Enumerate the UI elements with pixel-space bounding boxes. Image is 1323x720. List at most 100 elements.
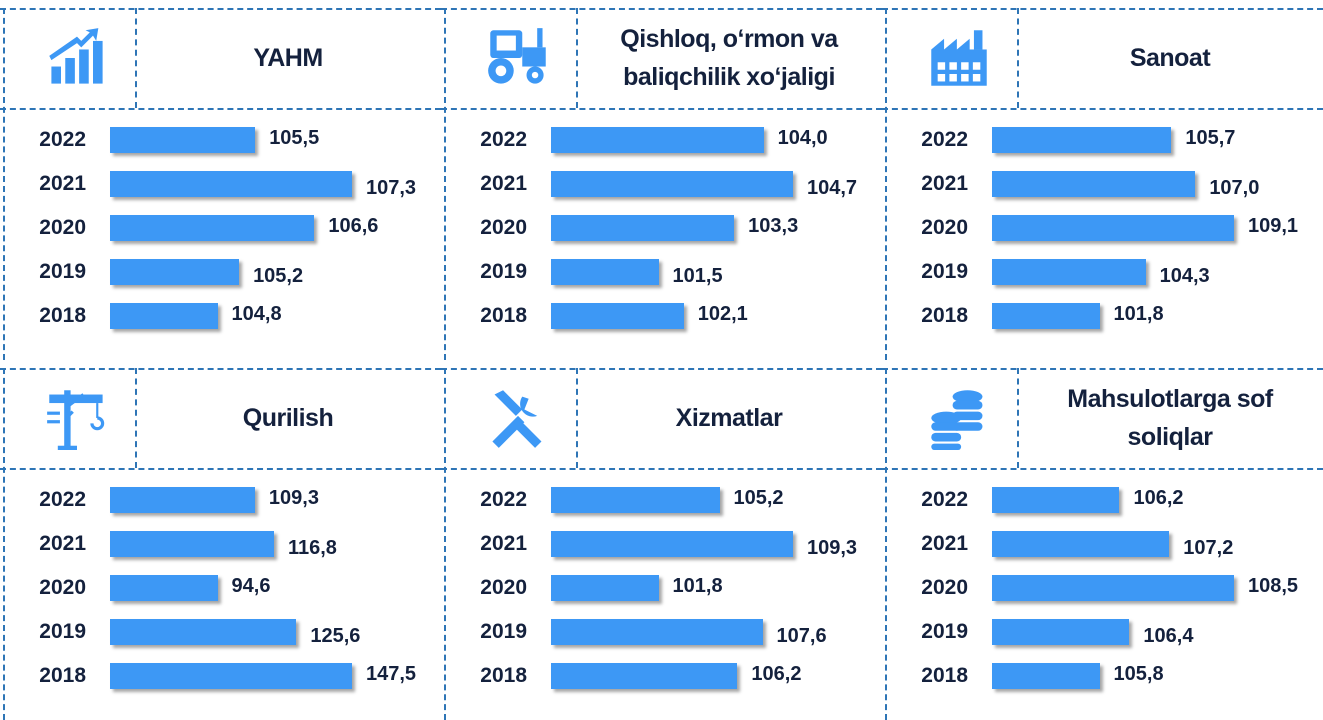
bar bbox=[551, 215, 735, 241]
value-label: 105,7 bbox=[1185, 127, 1236, 149]
bar bbox=[992, 127, 1172, 153]
year-label: 2022 bbox=[39, 128, 86, 151]
divider bbox=[441, 468, 882, 470]
bar bbox=[110, 531, 274, 557]
value-label: 107,3 bbox=[366, 177, 417, 199]
value-label: 105,5 bbox=[269, 127, 320, 149]
divider bbox=[885, 8, 887, 360]
bar bbox=[110, 127, 256, 153]
bar bbox=[551, 663, 738, 689]
year-label: 2022 bbox=[39, 488, 86, 511]
bar bbox=[551, 171, 793, 197]
value-label: 106,4 bbox=[1143, 625, 1194, 647]
value-label: 108,5 bbox=[1248, 575, 1299, 597]
divider bbox=[441, 108, 882, 110]
bar bbox=[992, 531, 1170, 557]
value-label: 116,8 bbox=[287, 537, 337, 559]
year-label: 2021 bbox=[921, 532, 968, 555]
year-label: 2021 bbox=[39, 172, 86, 195]
year-label: 2019 bbox=[480, 260, 527, 283]
bar bbox=[110, 575, 218, 601]
panel-title: Qishloq, o‘rmon va baliqchilik xo‘jaligi bbox=[620, 25, 838, 91]
bar bbox=[110, 487, 255, 513]
value-label: 106,2 bbox=[1133, 487, 1184, 509]
value-label: 109,1 bbox=[1248, 215, 1299, 237]
value-label: 109,3 bbox=[807, 537, 858, 559]
bar bbox=[551, 487, 720, 513]
panel-title: Xizmatlar bbox=[675, 404, 783, 432]
year-label: 2019 bbox=[39, 620, 86, 643]
icon bbox=[486, 386, 550, 450]
value-label: 107,0 bbox=[1209, 177, 1260, 199]
value-label: 105,2 bbox=[253, 265, 304, 287]
value-label: 106,2 bbox=[751, 663, 802, 685]
bar bbox=[110, 259, 240, 285]
value-label: 104,8 bbox=[231, 303, 282, 325]
value-label: 107,2 bbox=[1183, 537, 1234, 559]
year-label: 2022 bbox=[480, 128, 527, 151]
bar bbox=[992, 619, 1130, 645]
year-label: 2021 bbox=[480, 532, 527, 555]
bar bbox=[992, 171, 1196, 197]
bar bbox=[551, 127, 764, 153]
divider bbox=[1017, 8, 1019, 108]
divider bbox=[882, 8, 1323, 10]
divider bbox=[0, 468, 441, 470]
value-label: 94,6 bbox=[231, 575, 271, 597]
bar bbox=[992, 259, 1146, 285]
year-label: 2020 bbox=[39, 576, 86, 599]
divider bbox=[0, 8, 441, 10]
divider bbox=[882, 108, 1323, 110]
year-label: 2020 bbox=[921, 216, 968, 239]
panel-title: Mahsulotlarga sof soliqlar bbox=[1067, 385, 1273, 451]
divider bbox=[1017, 368, 1019, 468]
bar bbox=[992, 215, 1234, 241]
year-label: 2019 bbox=[921, 260, 968, 283]
divider bbox=[441, 368, 882, 370]
bar bbox=[110, 215, 315, 241]
year-label: 2020 bbox=[921, 576, 968, 599]
panel-title: Sanoat bbox=[1129, 44, 1211, 72]
bar bbox=[110, 663, 352, 689]
bar bbox=[110, 171, 352, 197]
icon bbox=[927, 26, 991, 90]
year-label: 2018 bbox=[921, 304, 968, 327]
year-label: 2022 bbox=[480, 488, 527, 511]
value-label: 109,3 bbox=[268, 487, 319, 509]
year-label: 2021 bbox=[480, 172, 527, 195]
value-label: 101,8 bbox=[1113, 303, 1164, 325]
year-label: 2020 bbox=[480, 576, 527, 599]
year-label: 2022 bbox=[921, 488, 968, 511]
divider bbox=[441, 8, 882, 10]
value-label: 101,5 bbox=[672, 265, 723, 287]
divider bbox=[3, 8, 5, 360]
bar bbox=[110, 303, 218, 329]
value-label: 125,6 bbox=[310, 625, 361, 647]
value-label: 104,7 bbox=[807, 177, 858, 199]
year-label: 2019 bbox=[39, 260, 86, 283]
year-label: 2021 bbox=[39, 532, 86, 555]
panel-title: Qurilish bbox=[242, 404, 334, 432]
year-label: 2018 bbox=[39, 304, 86, 327]
year-label: 2018 bbox=[39, 664, 86, 687]
value-label: 147,5 bbox=[366, 663, 417, 685]
divider bbox=[135, 368, 137, 468]
year-label: 2022 bbox=[921, 128, 968, 151]
bar bbox=[551, 259, 659, 285]
year-label: 2019 bbox=[921, 620, 968, 643]
panel-title: YAHM bbox=[253, 44, 323, 72]
bar bbox=[551, 575, 659, 601]
bar bbox=[992, 663, 1100, 689]
divider bbox=[576, 8, 578, 108]
divider bbox=[444, 368, 446, 720]
bar bbox=[992, 487, 1120, 513]
value-label: 107,6 bbox=[776, 625, 827, 647]
year-label: 2021 bbox=[921, 172, 968, 195]
bar bbox=[992, 575, 1234, 601]
value-label: 105,2 bbox=[733, 487, 784, 509]
year-label: 2018 bbox=[480, 664, 527, 687]
divider bbox=[135, 8, 137, 108]
icon bbox=[45, 26, 109, 90]
bar bbox=[992, 303, 1100, 329]
